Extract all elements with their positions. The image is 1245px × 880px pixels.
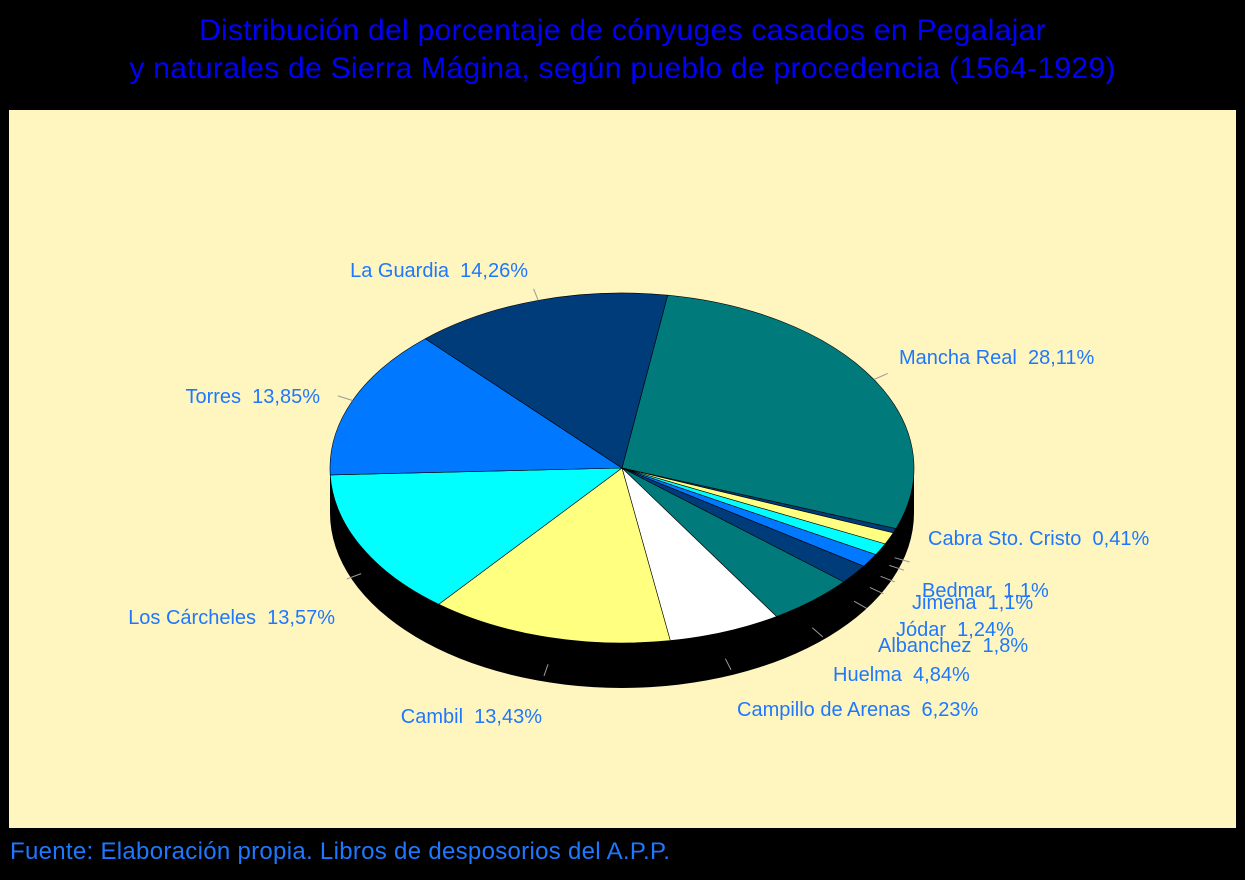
pie-slice-mancha-real [621, 294, 915, 529]
slice-label-name: Jódar [896, 619, 957, 641]
pie-side-wall-shape [330, 468, 914, 688]
slice-label-cabra-sto-cristo: Cabra Sto. Cristo 0,41% [928, 528, 1149, 550]
source-note: Fuente: Elaboración propia. Libros de de… [10, 838, 671, 865]
slice-label-jodar: Jódar 1,24% [896, 619, 1014, 641]
slice-label-value: 1,8% [983, 635, 1029, 657]
slice-label-torres: Torres 13,85% [185, 386, 320, 408]
leader-line-jimena [880, 575, 895, 583]
chart-title-line-2: y naturales de Sierra Mágina, según pueb… [129, 52, 1116, 85]
slice-label-name: Cambil [401, 706, 474, 728]
pie-slice-los-carcheles [329, 467, 623, 605]
slice-label-name: Huelma [833, 664, 913, 686]
plot-area: Mancha Real 28,11% Cabra Sto. Cristo 0,41… [9, 110, 1236, 828]
pie-slice-campillo-de-arenas [621, 467, 778, 641]
slice-label-name: Albanchez [878, 635, 983, 657]
leader-line-jodar [869, 587, 884, 595]
slice-label-huelma: Huelma 4,84% [833, 664, 970, 686]
slice-label-name: Bedmar [922, 580, 1003, 602]
slice-label-mancha-real: Mancha Real 28,11% [899, 347, 1095, 369]
slice-label-value: 14,26% [460, 260, 528, 282]
leader-line-mancha-real [873, 372, 888, 380]
slice-label-value: 1,24% [957, 619, 1014, 641]
leader-line-albanchez [853, 600, 868, 609]
leader-line-torres [337, 395, 353, 401]
slice-label-cambil: Cambil 13,43% [401, 706, 542, 728]
slice-labels: Mancha Real 28,11% Cabra Sto. Cristo 0,41… [128, 260, 1149, 728]
slice-label-name: Torres [185, 386, 252, 408]
slice-label-albanchez: Albanchez 1,8% [878, 635, 1028, 657]
slice-label-los-carcheles: Los Cárcheles 13,57% [128, 607, 335, 629]
leader-line-bedmar [889, 564, 905, 571]
slice-label-la-guardia: La Guardia 14,26% [350, 260, 528, 282]
slice-label-value: 6,23% [922, 699, 979, 721]
slice-label-name: Cabra Sto. Cristo [928, 528, 1093, 550]
slice-label-jimena: Jimena 1,1% [912, 592, 1033, 614]
slice-label-name: Jimena [912, 592, 988, 614]
slice-label-value: 0,41% [1093, 528, 1150, 550]
slice-label-value: 1,1% [1003, 580, 1049, 602]
pie-slice-la-guardia [424, 292, 669, 469]
leader-line-huelma [811, 627, 824, 638]
slice-label-value: 1,1% [988, 592, 1034, 614]
slice-label-value: 4,84% [913, 664, 970, 686]
slice-label-campillo-de-arenas: Campillo de Arenas 6,23% [737, 699, 978, 721]
pie-slice-cambil [438, 467, 671, 644]
slice-label-name: Los Cárcheles [128, 607, 267, 629]
slice-label-bedmar: Bedmar 1,1% [922, 580, 1049, 602]
slice-label-value: 13,43% [474, 706, 542, 728]
slice-label-value: 28,11% [1028, 347, 1095, 369]
leader-line-campillo-de-arenas [724, 658, 732, 671]
pie-side-wall [330, 468, 914, 688]
slice-label-value: 13,85% [252, 386, 320, 408]
chart-title: Distribución del porcentaje de cónyuges … [0, 12, 1245, 88]
leader-line-los-carcheles [346, 573, 362, 580]
slice-label-name: La Guardia [350, 260, 460, 282]
slice-label-name: Mancha Real [899, 347, 1028, 369]
pie-chart: Mancha Real 28,11% Cabra Sto. Cristo 0,41… [128, 260, 1149, 728]
chart-title-line-1: Distribución del porcentaje de cónyuges … [199, 14, 1046, 47]
leader-line-cambil [543, 664, 549, 677]
leader-line-cabra-sto-cristo [894, 557, 910, 563]
slice-label-name: Campillo de Arenas [737, 699, 922, 721]
slice-label-value: 13,57% [267, 607, 335, 629]
leader-line-la-guardia [533, 288, 539, 301]
